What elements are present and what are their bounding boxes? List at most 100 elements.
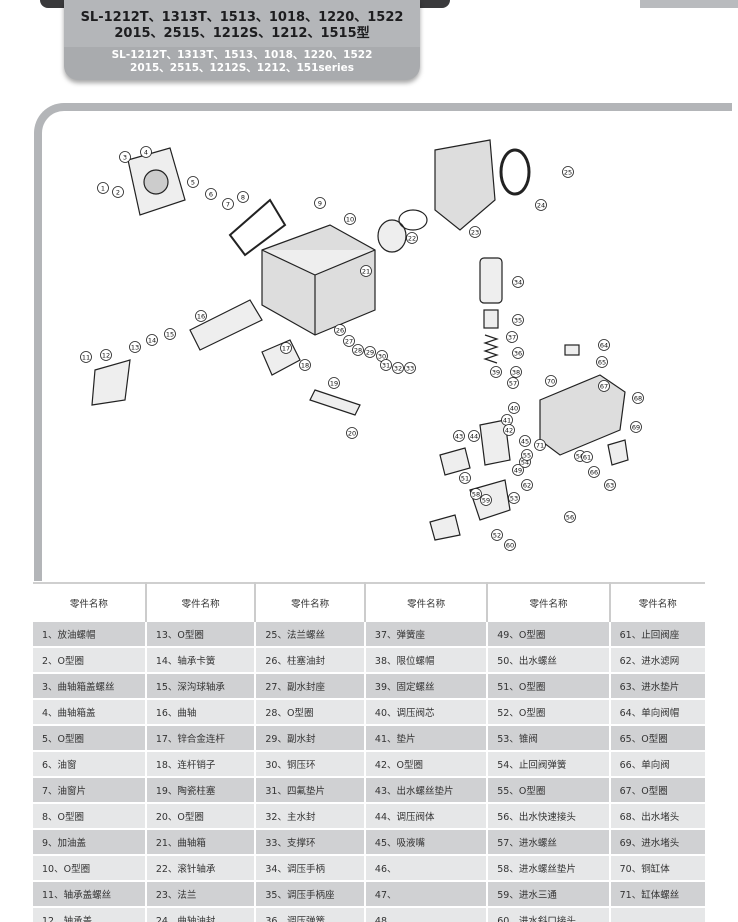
callout-circle — [360, 265, 372, 277]
title-cn: SL-1212T、1313T、1513、1018、1220、1522 2015、2… — [64, 0, 420, 47]
callout-circle — [534, 439, 546, 451]
part-name-cell: 10、O型圈 — [33, 855, 147, 882]
callout-circle — [100, 349, 112, 361]
callout-circle — [237, 191, 249, 203]
callout-circle — [510, 366, 522, 378]
callout-number: 70 — [547, 378, 555, 386]
table-row: 2、O型圈 14、轴承卡簧 26、柱塞油封 38、限位螺帽 50、出水螺丝 62、进水滤网 — [33, 647, 705, 674]
callout-circle — [490, 366, 502, 378]
callout-circle — [328, 377, 340, 389]
part-name-cell: 55、O型圈 — [487, 777, 611, 804]
callout-number: 65 — [598, 359, 606, 367]
callout-number: 25 — [564, 169, 572, 177]
part-name-cell: 52、O型圈 — [487, 699, 611, 726]
callout-circle — [632, 392, 644, 404]
part-name-cell: 15、深沟球轴承 — [145, 673, 257, 700]
table-row: 5、O型圈 17、锌合金连杆 29、副水封 41、垫片 53、锥阀 65、O型圈 — [33, 725, 705, 752]
callout-number: 35 — [514, 317, 522, 325]
callout-circle — [314, 197, 326, 209]
callout-circle — [404, 362, 416, 374]
callout-number: 6 — [209, 191, 213, 199]
callout-number: 3 — [123, 154, 127, 162]
callout-number: 14 — [148, 337, 156, 345]
title-cn-line1: SL-1212T、1313T、1513、1018、1220、1522 — [80, 10, 404, 25]
callout-circle — [508, 402, 520, 414]
callout-circle — [507, 377, 519, 389]
part-name-cell: 26、柱塞油封 — [255, 647, 366, 674]
callout-number: 50 — [576, 453, 584, 461]
flange-part — [434, 139, 496, 231]
callout-number: 37 — [508, 334, 516, 342]
callout-circle — [453, 430, 465, 442]
part-name-cell: 71、缸体螺丝 — [609, 881, 705, 908]
callout-number: 7 — [226, 201, 230, 209]
callout-circle — [503, 424, 515, 436]
callout-number: 66 — [590, 469, 598, 477]
callout-circle — [469, 226, 481, 238]
callout-number: 57 — [509, 380, 517, 388]
part-name-cell: 48、 — [364, 907, 489, 922]
part-name-cell: 18、连杆销子 — [145, 751, 257, 778]
callout-number: 12 — [102, 352, 110, 360]
callout-number: 31 — [382, 362, 390, 370]
callout-number: 44 — [470, 433, 478, 441]
callout-circle — [334, 324, 346, 336]
part-name-cell: 44、调压阀体 — [364, 803, 489, 830]
part-name-cell: 2、O型圈 — [33, 647, 147, 674]
part-name-cell: 3、曲轴箱盖螺丝 — [33, 673, 147, 700]
callout-circle — [491, 529, 503, 541]
part-name-cell: 17、锌合金连杆 — [145, 725, 257, 752]
part-name-cell: 23、法兰 — [145, 881, 257, 908]
callout-circle — [596, 356, 608, 368]
callout-number: 16 — [197, 313, 205, 321]
callout-number: 15 — [166, 331, 174, 339]
part-name-cell: 16、曲轴 — [145, 699, 257, 726]
callout-circle — [352, 344, 364, 356]
callout-circle — [512, 276, 524, 288]
part-name-cell: 24、曲轴油封 — [145, 907, 257, 922]
part-name-cell: 19、陶瓷柱塞 — [145, 777, 257, 804]
callout-number: 24 — [537, 202, 545, 210]
callout-circle — [346, 427, 358, 439]
callout-circle — [512, 347, 524, 359]
part-name-cell: 13、O型圈 — [145, 622, 257, 648]
callout-circle — [459, 472, 471, 484]
callout-number: 62 — [523, 482, 531, 490]
callout-circle — [146, 334, 158, 346]
callout-number: 9 — [318, 200, 322, 208]
callout-number: 71 — [536, 442, 544, 450]
part-name-cell: 42、O型圈 — [364, 751, 489, 778]
callout-number: 68 — [634, 395, 642, 403]
callout-circle — [480, 494, 492, 506]
callout-number: 39 — [492, 369, 500, 377]
part-name-cell: 33、支撑环 — [255, 829, 366, 856]
title-en-line2: 2015、2515、1212S、1212、151series — [130, 62, 354, 74]
callout-number: 53 — [510, 495, 518, 503]
callout-number: 28 — [354, 347, 362, 355]
callout-number: 54 — [521, 459, 529, 467]
callout-circle — [299, 359, 311, 371]
callout-number: 8 — [241, 194, 245, 202]
callout-number: 61 — [583, 454, 591, 462]
callout-number: 17 — [282, 345, 290, 353]
callout-number: 64 — [600, 342, 608, 350]
callout-circle — [598, 339, 610, 351]
callout-number: 38 — [512, 369, 520, 377]
table-row: 7、油窗片 19、陶瓷柱塞 31、四氟垫片 43、出水螺丝垫片 55、O型圈 67、O型圈 — [33, 777, 705, 804]
callout-circle — [598, 380, 610, 392]
callout-circle — [164, 328, 176, 340]
callout-number: 63 — [606, 482, 614, 490]
callout-number: 21 — [362, 268, 370, 276]
part-name-cell: 11、轴承盖螺丝 — [33, 881, 147, 908]
part-name-cell: 64、单向阀帽 — [609, 699, 705, 726]
callout-number: 13 — [131, 344, 139, 352]
table-row: 12、轴承盖 24、曲轴油封 36、调压弹簧 48、 60、进水斜口接头 — [33, 907, 705, 922]
callout-circle — [280, 342, 292, 354]
callout-circle — [535, 199, 547, 211]
callout-number: 20 — [348, 430, 356, 438]
callout-circle — [588, 466, 600, 478]
callout-circle — [97, 182, 109, 194]
part-name-cell — [609, 907, 705, 922]
